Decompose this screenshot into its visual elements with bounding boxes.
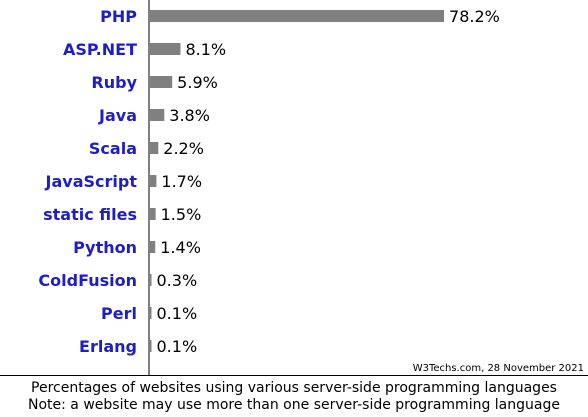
caption-line-1: Percentages of websites using various se…	[31, 380, 557, 396]
value-label-static-files: 1.5%	[161, 205, 202, 224]
category-label-static-files[interactable]: static files	[43, 205, 137, 224]
category-label-scala[interactable]: Scala	[89, 139, 137, 158]
bar-chart: PHP ASP.NET Ruby Java Scala JavaScript static …	[38, 0, 500, 375]
bar-php	[150, 10, 445, 22]
value-label-erlang: 0.1%	[157, 337, 198, 356]
bar-scala	[150, 142, 159, 154]
chart-caption: Percentages of websites using various se…	[0, 375, 588, 417]
bar-python	[150, 241, 156, 253]
value-label-php: 78.2%	[449, 7, 500, 26]
bar-asp-net	[150, 43, 181, 55]
value-label-coldfusion: 0.3%	[157, 271, 198, 290]
value-label-java: 3.8%	[169, 106, 210, 125]
bar-erlang	[150, 340, 152, 352]
bar-javascript	[150, 175, 157, 187]
category-labels: PHP ASP.NET Ruby Java Scala JavaScript static …	[38, 7, 137, 356]
bars-group	[150, 10, 445, 352]
category-label-java[interactable]: Java	[98, 106, 137, 125]
value-label-asp-net: 8.1%	[185, 40, 226, 59]
category-label-python[interactable]: Python	[73, 238, 137, 257]
bar-coldfusion	[150, 274, 152, 286]
category-label-ruby[interactable]: Ruby	[91, 73, 137, 92]
bar-static-files	[150, 208, 156, 220]
bar-ruby	[150, 76, 173, 88]
bar-perl	[150, 307, 152, 319]
category-label-php[interactable]: PHP	[100, 7, 137, 26]
value-label-python: 1.4%	[160, 238, 201, 257]
category-label-asp-net[interactable]: ASP.NET	[63, 40, 137, 59]
value-label-scala: 2.2%	[163, 139, 204, 158]
category-label-perl[interactable]: Perl	[101, 304, 137, 323]
value-label-perl: 0.1%	[157, 304, 198, 323]
value-labels: 78.2% 8.1% 5.9% 3.8% 2.2% 1.7% 1.5% 1.4% 0.3% 0.1…	[157, 7, 500, 356]
value-label-javascript: 1.7%	[161, 172, 202, 191]
category-label-erlang[interactable]: Erlang	[79, 337, 137, 356]
category-label-javascript[interactable]: JavaScript	[45, 172, 138, 191]
caption-line-2: Note: a website may use more than one se…	[28, 397, 560, 413]
category-label-coldfusion[interactable]: ColdFusion	[38, 271, 137, 290]
bar-java	[150, 109, 165, 121]
source-credit[interactable]: W3Techs.com, 28 November 2021	[412, 363, 584, 374]
value-label-ruby: 5.9%	[177, 73, 218, 92]
